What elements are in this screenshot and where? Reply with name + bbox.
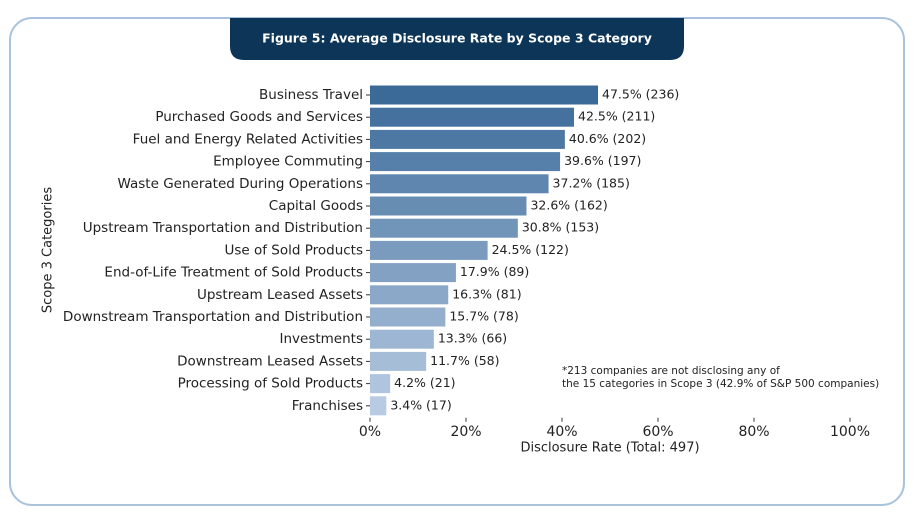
bar — [370, 174, 549, 194]
value-label: 4.2% (21) — [394, 375, 455, 390]
bar — [370, 218, 518, 238]
bar — [370, 285, 449, 305]
value-label: 11.7% (58) — [430, 353, 499, 368]
value-label: 24.5% (122) — [492, 242, 569, 257]
bar — [370, 263, 456, 283]
value-label: 32.6% (162) — [530, 198, 607, 213]
bar — [370, 329, 434, 349]
y-tick-label: Capital Goods — [269, 198, 363, 214]
y-tick-label: Downstream Transportation and Distributi… — [63, 309, 363, 325]
bar — [370, 129, 565, 149]
y-axis-label: Scope 3 Categories — [41, 187, 56, 313]
x-tick-label: 20% — [450, 424, 481, 440]
chart-title: Figure 5: Average Disclosure Rate by Sco… — [262, 31, 652, 46]
value-label: 47.5% (236) — [602, 87, 679, 102]
y-tick-label: Processing of Sold Products — [178, 376, 363, 392]
value-label: 30.8% (153) — [522, 220, 599, 235]
value-label: 16.3% (81) — [452, 286, 521, 301]
y-tick-label: Fuel and Energy Related Activities — [133, 131, 363, 147]
x-tick-label: 0% — [359, 424, 381, 440]
value-label: 39.6% (197) — [564, 153, 641, 168]
y-tick-label: Purchased Goods and Services — [155, 109, 363, 125]
value-label: 37.2% (185) — [553, 175, 630, 190]
x-tick-label: 80% — [738, 424, 769, 440]
y-tick-label: Waste Generated During Operations — [118, 176, 363, 192]
y-tick-label: Franchises — [292, 398, 363, 414]
x-tick-label: 100% — [830, 424, 870, 440]
value-label: 17.9% (89) — [460, 264, 529, 279]
bar — [370, 351, 427, 371]
x-tick-label: 60% — [642, 424, 673, 440]
bar — [370, 396, 387, 416]
bar — [370, 307, 446, 327]
value-label: 3.4% (17) — [390, 397, 451, 412]
y-tick-label: Upstream Transportation and Distribution — [83, 220, 363, 236]
bar — [370, 152, 561, 172]
y-tick-label: Use of Sold Products — [224, 242, 363, 258]
y-tick-label: End-of-Life Treatment of Sold Products — [104, 265, 363, 281]
y-tick-label: Business Travel — [259, 87, 363, 103]
y-tick-label: Employee Commuting — [213, 154, 363, 170]
y-tick-label: Downstream Leased Assets — [177, 353, 363, 369]
x-tick-label: 40% — [546, 424, 577, 440]
y-tick-label: Investments — [280, 331, 364, 347]
value-label: 42.5% (211) — [578, 109, 655, 124]
value-label: 15.7% (78) — [449, 309, 518, 324]
annotation: the 15 categories in Scope 3 (42.9% of S… — [562, 378, 879, 390]
value-label: 13.3% (66) — [438, 331, 507, 346]
title-tab — [230, 18, 684, 60]
bar — [370, 374, 391, 394]
bar — [370, 196, 527, 216]
value-label: 40.6% (202) — [569, 131, 646, 146]
bar — [370, 85, 598, 105]
x-axis-label: Disclosure Rate (Total: 497) — [520, 441, 699, 456]
annotation: *213 companies are not disclosing any of — [562, 365, 780, 377]
bar — [370, 107, 574, 127]
y-tick-label: Upstream Leased Assets — [197, 287, 363, 303]
bar — [370, 240, 488, 260]
